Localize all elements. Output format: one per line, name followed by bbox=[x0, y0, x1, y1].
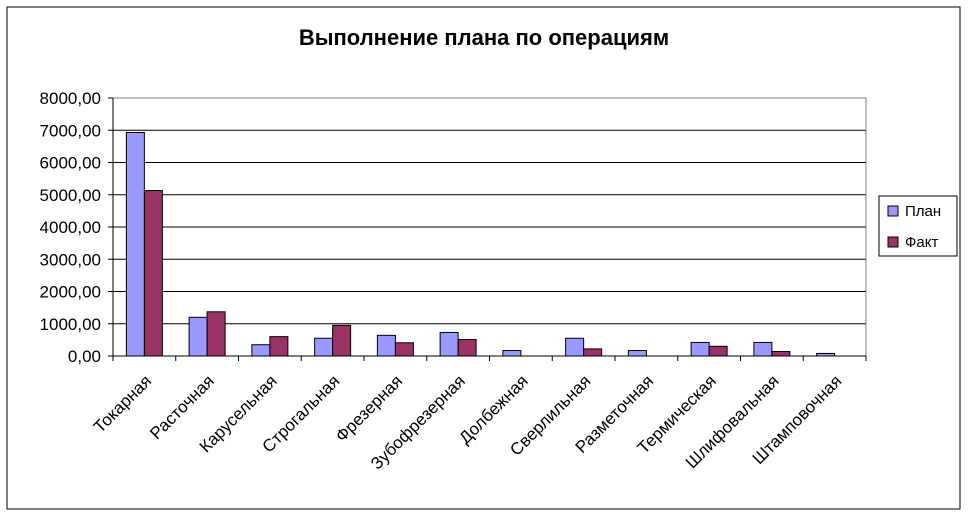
chart-title: Выполнение плана по операциям bbox=[299, 25, 669, 50]
bar-plan bbox=[376, 334, 396, 357]
y-tick-labels: 0,00 1000,00 2000,00 3000,00 4000,00 5000,00 6… bbox=[40, 89, 101, 366]
bar-fact bbox=[394, 342, 414, 357]
bar-plan bbox=[627, 350, 647, 357]
bar-plan bbox=[188, 316, 208, 357]
axis-ticks bbox=[108, 97, 867, 361]
bar-fact bbox=[206, 311, 226, 357]
y-tick-label: 3000,00 bbox=[40, 250, 101, 269]
bar-plan bbox=[125, 132, 145, 357]
bar-fact bbox=[583, 348, 603, 357]
y-tick-label: 1000,00 bbox=[40, 315, 101, 334]
y-tick-label: 8000,00 bbox=[40, 89, 101, 108]
bar-plan bbox=[502, 350, 522, 357]
bar-plan bbox=[314, 337, 334, 357]
bar-fact bbox=[457, 339, 477, 357]
bar-fact bbox=[143, 190, 163, 357]
gridlines bbox=[113, 97, 866, 325]
legend: План Факт bbox=[878, 195, 958, 257]
legend-label-fact: Факт bbox=[905, 234, 938, 251]
bar-plan bbox=[439, 331, 459, 357]
bar-fact bbox=[332, 324, 352, 357]
bar-fact bbox=[708, 345, 728, 357]
bar-fact bbox=[269, 336, 289, 357]
legend-label-plan: План bbox=[905, 203, 941, 220]
bar-plan bbox=[753, 341, 773, 357]
bar-plan bbox=[251, 344, 271, 357]
bar-fact bbox=[771, 350, 791, 357]
y-tick-label: 7000,00 bbox=[40, 121, 101, 140]
y-tick-label: 0,00 bbox=[68, 347, 101, 366]
legend-swatch-fact bbox=[887, 236, 899, 248]
y-tick-label: 2000,00 bbox=[40, 283, 101, 302]
legend-swatch-plan bbox=[887, 205, 899, 217]
chart-border bbox=[6, 6, 961, 510]
bars bbox=[125, 132, 836, 357]
y-tick-label: 6000,00 bbox=[40, 154, 101, 173]
bar-plan bbox=[565, 337, 585, 357]
y-tick-label: 4000,00 bbox=[40, 218, 101, 237]
bar-plan bbox=[690, 341, 710, 357]
y-tick-label: 5000,00 bbox=[40, 186, 101, 205]
